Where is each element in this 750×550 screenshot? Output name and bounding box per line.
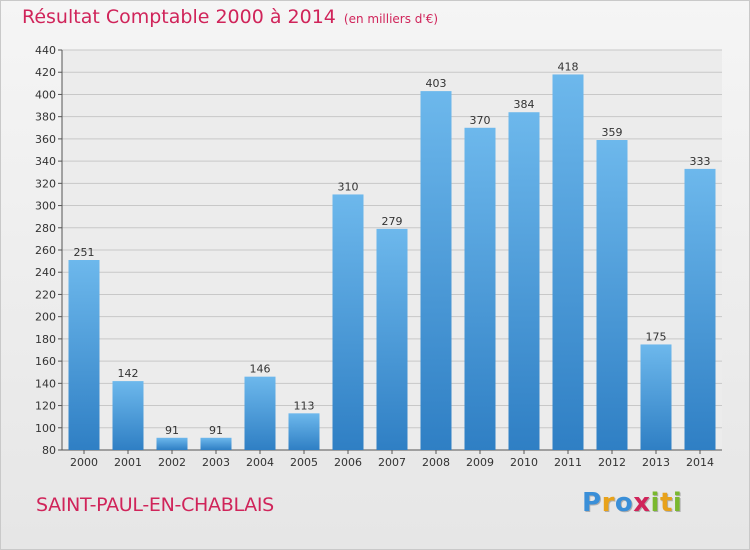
y-tick-label: 400 bbox=[35, 88, 56, 101]
y-tick-label: 300 bbox=[35, 200, 56, 213]
y-tick-label: 240 bbox=[35, 266, 56, 279]
bar bbox=[464, 127, 496, 451]
bar bbox=[684, 168, 716, 450]
bar bbox=[156, 437, 188, 450]
proxiti-logo: Proxiti bbox=[582, 488, 682, 518]
y-tick-label: 440 bbox=[35, 44, 56, 57]
data-label: 91 bbox=[165, 424, 179, 437]
logo-letter: o bbox=[614, 488, 634, 518]
y-tick-label: 420 bbox=[35, 66, 56, 79]
x-tick-label: 2013 bbox=[642, 456, 670, 469]
y-tick-label: 320 bbox=[35, 177, 56, 190]
data-label: 146 bbox=[250, 363, 271, 376]
data-label: 175 bbox=[646, 330, 667, 343]
logo-letter: r bbox=[601, 488, 615, 518]
x-tick-label: 2008 bbox=[422, 456, 450, 469]
data-label: 251 bbox=[74, 246, 95, 259]
y-tick-label: 360 bbox=[35, 133, 56, 146]
bar bbox=[200, 437, 232, 450]
bar bbox=[332, 194, 364, 450]
x-tick-label: 2007 bbox=[378, 456, 406, 469]
bar bbox=[376, 228, 408, 450]
x-tick-label: 2003 bbox=[202, 456, 230, 469]
logo-letter: P bbox=[582, 488, 602, 518]
x-tick-label: 2001 bbox=[114, 456, 142, 469]
y-tick-label: 380 bbox=[35, 111, 56, 124]
x-tick-label: 2012 bbox=[598, 456, 626, 469]
y-tick-label: 100 bbox=[35, 422, 56, 435]
logo-letter: t bbox=[659, 488, 673, 518]
data-label: 370 bbox=[470, 114, 491, 127]
data-label: 384 bbox=[514, 98, 535, 111]
y-tick-label: 120 bbox=[35, 400, 56, 413]
x-tick-label: 2014 bbox=[686, 456, 714, 469]
place-name: SAINT-PAUL-EN-CHABLAIS bbox=[36, 494, 274, 516]
data-label: 333 bbox=[690, 155, 711, 168]
bar bbox=[420, 91, 452, 450]
x-tick-label: 2011 bbox=[554, 456, 582, 469]
data-label: 279 bbox=[382, 215, 403, 228]
bar bbox=[112, 381, 144, 450]
data-label: 91 bbox=[209, 424, 223, 437]
chart-title-text: Résultat Comptable 2000 à 2014 bbox=[22, 6, 336, 28]
y-tick-label: 200 bbox=[35, 311, 56, 324]
x-tick-label: 2010 bbox=[510, 456, 538, 469]
bar bbox=[508, 112, 540, 450]
data-label: 310 bbox=[338, 180, 359, 193]
data-label: 142 bbox=[118, 367, 139, 380]
y-tick-label: 280 bbox=[35, 222, 56, 235]
logo-letter: x bbox=[633, 488, 651, 518]
bar bbox=[640, 344, 672, 450]
y-tick-label: 160 bbox=[35, 355, 56, 368]
logo-letter: i bbox=[672, 488, 683, 518]
bar bbox=[552, 74, 584, 450]
x-tick-label: 2009 bbox=[466, 456, 494, 469]
bar bbox=[68, 260, 100, 450]
x-tick-label: 2006 bbox=[334, 456, 362, 469]
data-label: 418 bbox=[558, 60, 579, 73]
x-tick-label: 2002 bbox=[158, 456, 186, 469]
bar bbox=[244, 376, 276, 450]
y-tick-label: 140 bbox=[35, 377, 56, 390]
logo-letter: i bbox=[650, 488, 660, 518]
data-label: 113 bbox=[294, 399, 315, 412]
bar bbox=[288, 413, 320, 450]
y-tick-label: 80 bbox=[42, 444, 56, 457]
data-label: 403 bbox=[426, 77, 447, 90]
y-tick-label: 220 bbox=[35, 288, 56, 301]
x-tick-label: 2005 bbox=[290, 456, 318, 469]
y-tick-label: 180 bbox=[35, 333, 56, 346]
x-tick-label: 2000 bbox=[70, 456, 98, 469]
y-tick-label: 340 bbox=[35, 155, 56, 168]
x-tick-label: 2004 bbox=[246, 456, 274, 469]
chart-subtitle: (en milliers d'€) bbox=[343, 12, 439, 26]
chart-title: Résultat Comptable 2000 à 2014 (en millie… bbox=[22, 6, 438, 28]
bar bbox=[596, 140, 628, 450]
y-tick-label: 260 bbox=[35, 244, 56, 257]
data-label: 359 bbox=[602, 126, 623, 139]
